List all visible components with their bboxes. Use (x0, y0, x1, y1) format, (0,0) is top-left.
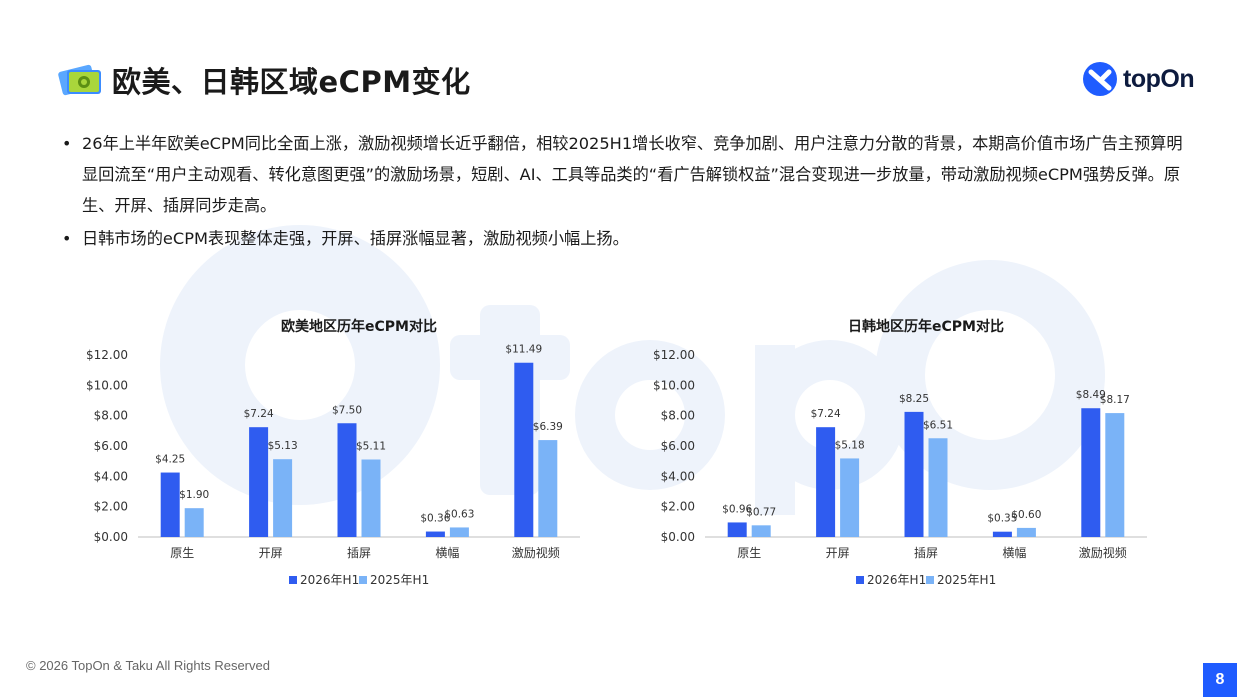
y-tick-label: $10.00 (653, 378, 695, 392)
legend-swatch (856, 576, 864, 584)
bar (160, 472, 180, 537)
bar (992, 531, 1012, 537)
legend-label: 2025年H1 (937, 573, 996, 587)
page-number: 8 (1203, 663, 1237, 697)
legend-label: 2025年H1 (370, 573, 429, 587)
page-header: 欧美、日韩区域eCPM变化 (58, 56, 471, 104)
data-label: $0.77 (746, 506, 776, 518)
bar (449, 527, 469, 537)
data-label: $7.24 (244, 408, 274, 420)
bar (425, 531, 445, 537)
chart-europe-america: 欧美地区历年eCPM对比 $0.00 $2.00 $4.00 $6.00 $8.00 $10… (78, 308, 638, 608)
data-label: $1.90 (179, 489, 209, 501)
x-category-label: 横幅 (1002, 545, 1026, 560)
y-tick-label: $0.00 (94, 530, 128, 544)
bullet-dot: • (62, 134, 72, 153)
x-category-label: 激励视频 (512, 545, 560, 560)
y-tick-label: $12.00 (86, 348, 128, 362)
legend-swatch (289, 576, 297, 584)
y-tick-label: $4.00 (661, 469, 695, 483)
y-tick-label: $2.00 (94, 500, 128, 514)
x-category-label: 插屏 (914, 546, 938, 560)
x-category-label: 激励视频 (1079, 545, 1127, 560)
y-tick-label: $12.00 (653, 348, 695, 362)
legend-label: 2026年H1 (300, 573, 359, 587)
bar (928, 438, 948, 537)
data-label: $5.11 (356, 440, 386, 452)
y-tick-label: $6.00 (661, 439, 695, 453)
y-tick-label: $10.00 (86, 378, 128, 392)
bullet-text: 日韩市场的eCPM表现整体走强，开屏、插屏涨幅显著，激励视频小幅上扬。 (82, 229, 629, 248)
y-tick-label: $4.00 (94, 469, 128, 483)
bar (1081, 408, 1101, 537)
data-label: $0.63 (444, 508, 474, 520)
bar (1016, 527, 1036, 537)
bar (184, 508, 204, 537)
data-label: $5.18 (835, 439, 865, 451)
bar (751, 525, 771, 537)
bar (514, 362, 534, 537)
legend-label: 2026年H1 (867, 573, 926, 587)
bar (840, 458, 860, 537)
data-label: $8.49 (1076, 389, 1106, 401)
data-label: $11.49 (505, 344, 542, 356)
data-label: $4.25 (155, 454, 185, 466)
bar (337, 423, 357, 537)
y-tick-label: $0.00 (661, 530, 695, 544)
bullet-text: 26年上半年欧美eCPM同比全面上涨，激励视频增长近乎翻倍，相较2025H1增长… (82, 134, 1183, 215)
bar (816, 427, 836, 537)
bullet-list: • 26年上半年欧美eCPM同比全面上涨，激励视频增长近乎翻倍，相较2025H1增… (62, 128, 1187, 256)
topon-logo: topOn (1082, 60, 1195, 98)
bullet-dot: • (62, 229, 72, 248)
bar (1105, 413, 1125, 537)
chart-japan-korea: 日韩地区历年eCPM对比 $0.00 $2.00 $4.00 $6.00 $8.00 $10… (645, 308, 1205, 608)
y-tick-label: $6.00 (94, 439, 128, 453)
data-label: $0.96 (722, 503, 752, 515)
logo-text: topOn (1123, 64, 1195, 93)
data-label: $8.25 (899, 393, 929, 405)
y-tick-label: $8.00 (661, 409, 695, 423)
bar (538, 440, 558, 537)
topon-logo-icon (1083, 62, 1117, 96)
bullet-item: • 26年上半年欧美eCPM同比全面上涨，激励视频增长近乎翻倍，相较2025H1增… (62, 128, 1187, 221)
x-category-label: 插屏 (347, 546, 371, 560)
y-tick-label: $2.00 (661, 500, 695, 514)
data-label: $6.39 (533, 421, 563, 433)
chart-svg: 欧美地区历年eCPM对比 $0.00 $2.00 $4.00 $6.00 $8.00 $10… (86, 318, 580, 587)
bar (273, 459, 293, 537)
bullet-item: • 日韩市场的eCPM表现整体走强，开屏、插屏涨幅显著，激励视频小幅上扬。 (62, 223, 1187, 254)
x-category-label: 原生 (170, 546, 194, 560)
data-label: $5.13 (268, 440, 298, 452)
chart-svg: 日韩地区历年eCPM对比 $0.00 $2.00 $4.00 $6.00 $8.00 $10… (653, 318, 1147, 587)
x-category-label: 横幅 (435, 545, 459, 560)
x-category-label: 原生 (737, 546, 761, 560)
chart-title: 欧美地区历年eCPM对比 (281, 318, 437, 335)
legend-swatch (359, 576, 367, 584)
data-label: $0.35 (987, 513, 1017, 525)
copyright-text: © 2026 TopOn & Taku All Rights Reserved (26, 658, 270, 673)
page-title: 欧美、日韩区域eCPM变化 (112, 65, 471, 99)
data-label: $8.17 (1100, 394, 1130, 406)
data-label: $0.60 (1011, 509, 1041, 521)
bar (904, 411, 924, 537)
data-label: $7.50 (332, 404, 362, 416)
bar (249, 427, 269, 537)
x-category-label: 开屏 (826, 546, 850, 560)
bar (727, 522, 747, 537)
data-label: $7.24 (811, 408, 841, 420)
y-tick-label: $8.00 (94, 409, 128, 423)
chart-title: 日韩地区历年eCPM对比 (848, 318, 1004, 335)
money-icon (58, 64, 101, 96)
x-category-label: 开屏 (259, 546, 283, 560)
data-label: $6.51 (923, 419, 953, 431)
legend-swatch (926, 576, 934, 584)
bar (361, 459, 381, 537)
data-label: $0.36 (420, 513, 450, 525)
